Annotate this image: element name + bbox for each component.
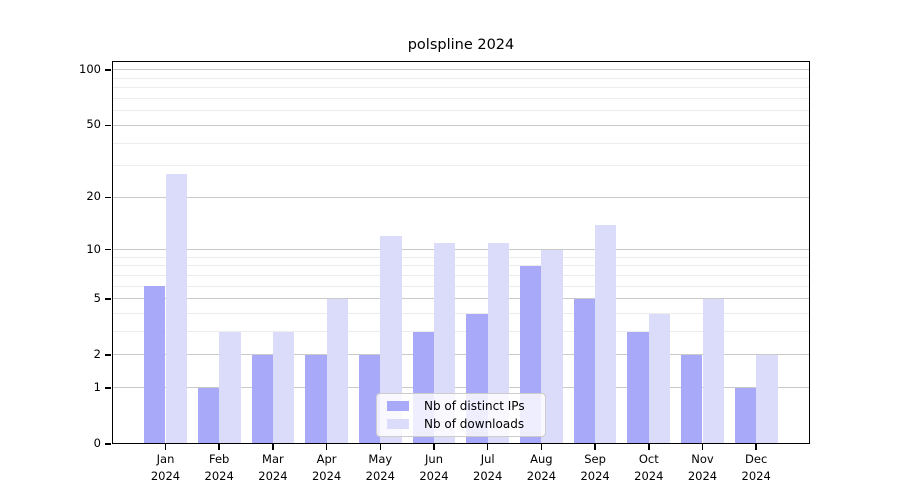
legend-item-distinct-ips: Nb of distinct IPs [377,397,545,415]
gridline-2 [112,354,810,356]
x-tick-label-mar: Mar 2024 [258,452,288,483]
bar-distinct-ips-nov [681,354,703,444]
y-tick-100 [105,69,111,71]
y-tick-label-5: 5 [93,290,101,305]
x-tick-label-aug: Aug 2024 [526,452,557,483]
gridline-10 [112,249,810,251]
legend-item-downloads: Nb of downloads [377,415,545,433]
bar-downloads-feb [219,331,241,444]
gridline-6 [112,285,810,287]
bar-downloads-may [380,236,402,444]
bar-downloads-mar [272,331,295,444]
bar-downloads-oct [648,313,671,444]
x-tick-jan [164,444,167,450]
x-tick-feb [218,444,220,450]
y-tick-10 [105,248,111,251]
y-tick-20 [105,196,111,199]
gridline-30 [112,165,810,167]
gridline-3 [112,331,810,333]
x-tick-label-feb: Feb 2024 [204,452,234,483]
y-tick-50 [105,124,111,127]
gridline-100 [112,69,810,71]
gridline-90 [112,77,810,79]
bar-downloads-sep [595,224,617,444]
legend: Nb of distinct IPs Nb of downloads [376,393,546,437]
x-tick-jul [486,444,489,450]
x-tick-label-jun: Jun 2024 [419,452,449,483]
bar-downloads-apr [326,298,348,444]
bar-downloads-nov [702,298,724,444]
legend-label-distinct-ips: Nb of distinct IPs [424,399,525,413]
x-tick-may [379,444,382,450]
gridline-7 [112,274,810,276]
gridline-60 [112,110,810,112]
gridline-80 [112,87,810,89]
x-tick-nov [701,444,704,450]
x-tick-label-oct: Oct 2024 [634,452,664,483]
gridline-4 [112,313,810,315]
x-tick-dec [755,444,757,450]
x-tick-label-may: May 2024 [365,452,395,483]
gridline-8 [112,265,810,267]
gridline-9 [112,256,810,258]
x-tick-label-jan: Jan 2024 [150,452,181,483]
chart-title: polspline 2024 [407,37,515,53]
y-tick-label-1: 1 [93,379,101,394]
y-tick-label-50: 50 [86,117,101,132]
legend-swatch-downloads [387,419,409,429]
gridline-50 [112,124,810,126]
y-tick-label-10: 10 [86,241,101,256]
y-tick-label-0: 0 [93,436,101,450]
bar-distinct-ips-oct [627,331,649,444]
y-tick-2 [105,354,111,356]
x-tick-label-sep: Sep 2024 [580,452,610,483]
x-tick-label-jul: Jul 2024 [473,452,503,483]
bar-distinct-ips-mar [251,354,273,444]
gridline-40 [112,142,810,144]
y-tick-label-100: 100 [79,61,101,76]
y-tick-5 [105,298,111,300]
plot-area [112,61,810,444]
y-tick-label-20: 20 [86,189,101,204]
x-tick-oct [648,444,650,450]
x-tick-sep [594,444,596,450]
x-tick-apr [325,444,328,450]
x-tick-aug [540,444,543,450]
bar-downloads-dec [756,354,778,444]
y-tick-label-2: 2 [93,346,101,361]
gridline-70 [112,98,810,100]
gridline-5 [112,298,810,300]
x-tick-mar [272,444,274,450]
legend-swatch-distinct-ips [387,401,409,411]
gridline-20 [112,196,810,198]
x-tick-jun [433,444,435,450]
bar-distinct-ips-may [358,354,381,444]
y-tick-0 [105,443,111,445]
bar-distinct-ips-apr [305,354,327,444]
bar-distinct-ips-sep [573,298,596,444]
bar-downloads-jan [165,173,187,444]
legend-label-downloads: Nb of downloads [424,417,525,431]
x-tick-label-dec: Dec 2024 [741,452,771,483]
gridline-1 [112,387,810,389]
bar-downloads-aug [541,249,563,444]
x-tick-label-nov: Nov 2024 [687,452,718,483]
y-tick-1 [105,387,111,389]
bar-distinct-ips-dec [734,387,757,444]
bar-distinct-ips-feb [197,387,220,444]
x-tick-label-apr: Apr 2024 [311,452,342,483]
bar-distinct-ips-jan [144,286,166,444]
